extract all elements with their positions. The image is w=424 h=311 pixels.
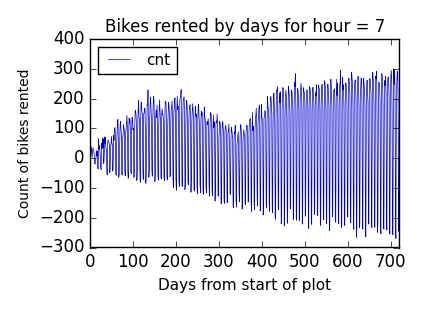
cnt <box>401 68 406 72</box>
cnt <box>324 110 329 114</box>
cnt <box>134 121 139 125</box>
cnt <box>396 229 401 233</box>
Line: cnt: cnt <box>90 69 404 239</box>
cnt <box>258 206 263 210</box>
cnt <box>393 237 399 240</box>
cnt <box>118 127 123 131</box>
X-axis label: Days from start of plot: Days from start of plot <box>158 278 331 293</box>
Title: Bikes rented by days for hour = 7: Bikes rented by days for hour = 7 <box>105 18 385 36</box>
Legend: cnt: cnt <box>98 47 177 74</box>
cnt <box>87 152 92 156</box>
cnt <box>391 67 396 71</box>
Y-axis label: Count of bikes rented: Count of bikes rented <box>18 68 32 218</box>
cnt <box>89 156 95 159</box>
